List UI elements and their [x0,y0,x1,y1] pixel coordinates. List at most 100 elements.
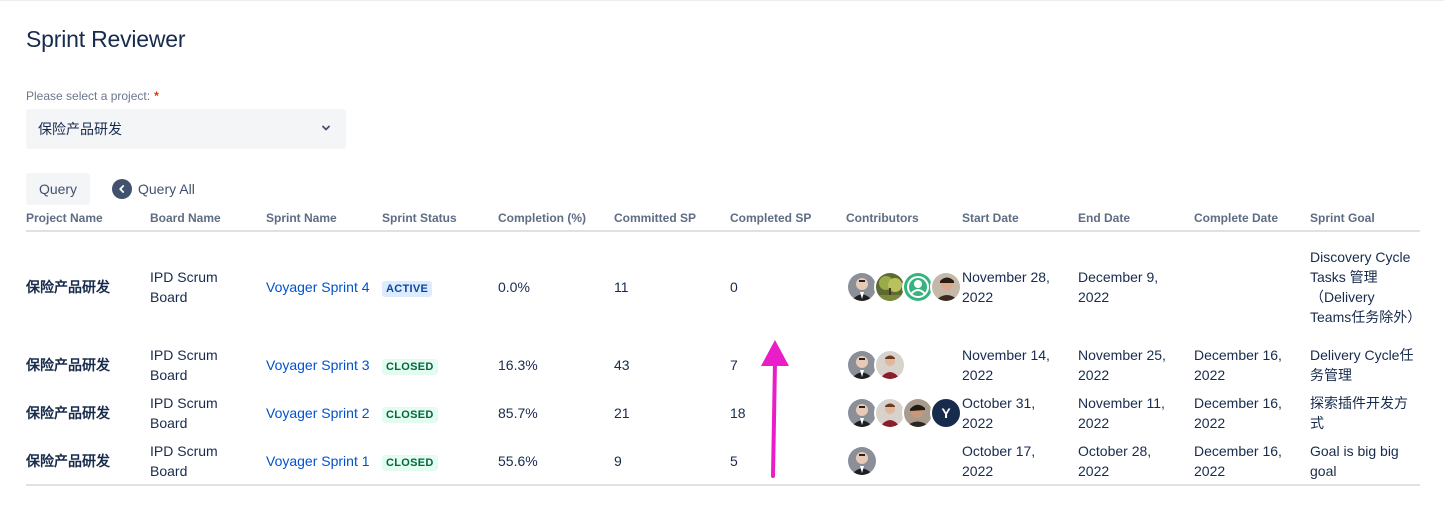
column-header[interactable]: Sprint Name [266,206,382,232]
avatar-letter: Y [941,405,951,421]
avatar[interactable] [902,270,934,303]
top-divider [0,0,1444,1]
contributors-cell [846,437,962,486]
sprint-name-cell: Voyager Sprint 2 [266,389,382,437]
contributors-cell: Y [846,389,962,437]
start-date-text: October 17, 2022 [962,442,1036,479]
column-header[interactable]: Start Date [962,206,1078,232]
start-date-cell: October 17, 2022 [962,437,1078,486]
sprint-status-cell: ACTIVE [382,231,498,341]
column-header[interactable]: Completed SP [730,206,846,232]
board-name-text: IPD Scrum Board [150,395,218,431]
committed-sp-cell: 11 [614,278,629,295]
avatar[interactable] [846,349,878,381]
column-header[interactable]: Complete Date [1194,206,1310,232]
sprint-name-cell: Voyager Sprint 4 [266,231,382,341]
sprint-status-cell: CLOSED [382,341,498,389]
committed-sp-cell: 9 [614,437,730,486]
table-row: 保险产品研发 IPD Scrum Board Voyager Sprint 2 … [26,389,1420,437]
column-header[interactable]: Board Name [150,206,266,232]
avatar-group: Y [846,397,962,429]
completion-cell: 16.3% [498,357,538,373]
sprint-table: Project Name Board Name Sprint Name Spri… [26,206,1422,486]
completion-cell: 85.7% [498,405,538,421]
end-date-cell: October 28, 2022 [1078,437,1194,486]
end-date-cell: December 9, 2022 [1078,231,1194,341]
query-all-button[interactable]: Query All [112,177,195,201]
start-date-cell: November 28, 2022 [962,231,1078,341]
column-header[interactable]: Committed SP [614,206,730,232]
sprint-goal-text: Delivery Cycle任务管理 [1310,347,1414,383]
start-date-cell: November 14, 2022 [962,341,1078,389]
sprint-goal-cell: Delivery Cycle任务管理 [1310,341,1420,389]
avatar[interactable] [846,444,878,477]
contributors-cell [846,231,962,341]
chevron-left-icon [112,179,132,199]
sprint-goal-text: 探索插件开发方式 [1310,395,1408,431]
board-name-text: IPD Scrum Board [150,347,218,383]
complete-date-text: December 16, 2022 [1194,347,1282,383]
sprint-goal-cell: Goal is big big goal [1310,437,1420,486]
end-date-text: December 9, 2022 [1078,268,1159,305]
query-button[interactable]: Query [26,173,90,205]
avatar[interactable] [930,270,962,303]
sprint-link[interactable]: Voyager Sprint 3 [266,357,370,373]
complete-date-text: December 16, 2022 [1194,442,1282,479]
start-date-text: November 14, 2022 [962,347,1050,383]
status-badge: CLOSED [382,454,438,471]
table-row: 保险产品研发 IPD Scrum Board Voyager Sprint 4 … [26,231,1422,341]
sprint-goal-text: Discovery Cycle Tasks 管理（Delivery Teams任… [1310,248,1422,325]
board-name-text: IPD Scrum Board [150,442,218,479]
board-name-cell: IPD Scrum Board [150,231,266,341]
completed-sp-cell: 0 [730,278,738,295]
column-header[interactable]: Sprint Status [382,206,498,232]
complete-date-cell: December 16, 2022 [1194,437,1310,486]
sprint-goal-cell: Discovery Cycle Tasks 管理（Delivery Teams任… [1310,231,1422,341]
chevron-down-icon [322,125,330,131]
page-title: Sprint Reviewer [26,26,186,52]
column-header[interactable]: Contributors [846,206,962,232]
start-date-text: November 28, 2022 [962,268,1050,305]
completed-sp-cell: 18 [730,405,746,421]
table-row: 保险产品研发 IPD Scrum Board Voyager Sprint 1 … [26,437,1420,486]
table-row: 保险产品研发 IPD Scrum Board Voyager Sprint 3 … [26,341,1420,389]
avatar[interactable] [846,270,878,303]
status-badge: CLOSED [382,407,438,423]
project-name-cell: 保险产品研发 [26,278,110,295]
board-name-cell: IPD Scrum Board [150,437,266,486]
column-header[interactable]: Completion (%) [498,206,614,232]
project-select-value: 保险产品研发 [38,121,122,137]
sprint-name-cell: Voyager Sprint 3 [266,341,382,389]
start-date-cell: October 31, 2022 [962,389,1078,437]
board-name-cell: IPD Scrum Board [150,389,266,437]
avatar-group [846,444,962,477]
column-header[interactable]: Sprint Goal [1310,206,1420,232]
completion-cell: 55.6% [498,437,614,486]
sprint-link[interactable]: Voyager Sprint 4 [266,278,370,295]
project-select[interactable]: 保险产品研发 [26,109,346,149]
contributors-cell [846,341,962,389]
sprint-goal-cell: 探索插件开发方式 [1310,389,1420,437]
sprint-link[interactable]: Voyager Sprint 2 [266,405,370,421]
end-date-text: November 11, 2022 [1078,395,1165,431]
end-date-cell: November 25, 2022 [1078,341,1194,389]
avatar[interactable] [874,270,906,303]
sprint-goal-text: Goal is big big goal [1310,442,1399,479]
completed-sp-cell: 5 [730,437,846,486]
column-header[interactable]: Project Name [26,206,150,232]
status-badge: ACTIVE [382,280,433,297]
complete-date-cell [1194,231,1310,341]
project-name-cell: 保险产品研发 [26,437,150,486]
status-badge: CLOSED [382,359,438,375]
complete-date-cell: December 16, 2022 [1194,341,1310,389]
avatar[interactable]: Y [930,397,962,429]
avatar-group [846,270,962,303]
sprint-link[interactable]: Voyager Sprint 1 [266,452,370,469]
required-mark: * [154,89,159,103]
table-header-row: Project Name Board Name Sprint Name Spri… [26,206,1420,232]
sprint-status-cell: CLOSED [382,389,498,437]
column-header[interactable]: End Date [1078,206,1194,232]
avatar[interactable] [874,349,906,381]
avatar[interactable] [902,397,934,429]
committed-sp-cell: 43 [614,357,630,373]
